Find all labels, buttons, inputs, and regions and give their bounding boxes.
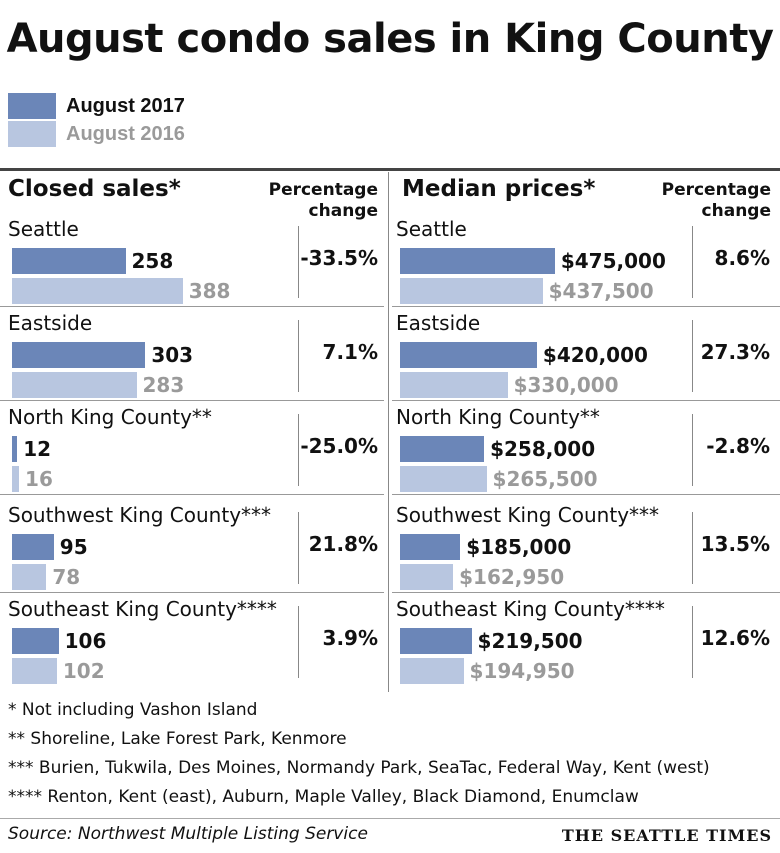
bottom-divider [0,818,780,819]
median-prices-pct-change: 13.5% [700,532,770,556]
closed-sales-row-separator [298,320,299,392]
closed-sales-bar-2017 [12,342,146,368]
closed-sales-row-divider [0,592,384,593]
closed-sales-header: Closed sales* [8,176,181,202]
footnote-1: * Not including Vashon Island [8,700,258,720]
closed-sales-bar-2017 [12,436,18,462]
median-prices-bar-2016 [400,372,508,398]
closed-sales-value-2017: 303 [151,343,194,367]
closed-sales-pct-change: -33.5% [300,246,378,270]
median-prices-bar-2016 [400,658,464,684]
median-prices-bar-2017 [400,534,461,560]
closed-sales-row-divider [0,306,384,307]
median-prices-region-seattle: Seattle [396,217,467,241]
closed-sales-bar-2016 [12,658,57,684]
median-prices-pct-change: 12.6% [700,626,770,650]
median-prices-pct-change: 8.6% [714,246,770,270]
closed-sales-region-eastside: Eastside [8,311,93,335]
closed-sales-row-separator [298,512,299,584]
median-prices-pct-change: -2.8% [706,434,770,458]
closed-sales-value-2017: 258 [131,249,174,273]
median-prices-pct-header: Percentage change [661,180,771,221]
median-prices-bar-2017 [400,248,555,274]
source-note: Source: Northwest Multiple Listing Servi… [8,824,368,844]
median-prices-header: Median prices* [402,176,596,202]
median-prices-value-2017: $475,000 [560,249,666,273]
closed-sales-region-southeast-king-county: Southeast King County**** [8,597,277,621]
footnote-4: **** Renton, Kent (east), Auburn, Maple … [8,787,639,807]
closed-sales-region-north-king-county: North King County** [8,405,212,429]
closed-sales-bar-2016 [12,372,137,398]
legend-label-2016: August 2016 [66,122,185,145]
footnote-3: *** Burien, Tukwila, Des Moines, Normand… [8,758,710,778]
median-prices-row-divider [392,592,780,593]
closed-sales-region-southwest-king-county: Southwest King County*** [8,503,272,527]
closed-sales-value-2016: 283 [142,373,185,397]
closed-sales-value-2017: 106 [64,629,107,653]
median-prices-value-2016: $330,000 [513,373,619,397]
median-prices-value-2016: $437,500 [548,279,654,303]
median-prices-row-separator [692,320,693,392]
median-prices-row-separator [692,226,693,298]
closed-sales-value-2017: 95 [59,535,88,559]
closed-sales-bar-2016 [12,466,20,492]
median-prices-value-2017: $258,000 [490,437,596,461]
median-prices-row-divider [392,494,780,495]
closed-sales-row-divider [0,494,384,495]
median-prices-pct-change: 27.3% [700,340,770,364]
median-prices-value-2016: $162,950 [459,565,565,589]
median-prices-value-2017: $219,500 [477,629,583,653]
top-divider [0,168,780,171]
median-prices-row-separator [692,512,693,584]
closed-sales-value-2017: 12 [23,437,52,461]
closed-sales-pct-change: -25.0% [300,434,378,458]
closed-sales-row-separator [298,606,299,678]
closed-sales-region-seattle: Seattle [8,217,79,241]
closed-sales-pct-change: 7.1% [322,340,378,364]
median-prices-bar-2016 [400,278,543,304]
chart-title: August condo sales in King County [6,16,774,62]
median-prices-region-southeast-king-county: Southeast King County**** [396,597,665,621]
legend-label-2017: August 2017 [66,94,185,117]
closed-sales-row-divider [0,400,384,401]
closed-sales-bar-2016 [12,564,47,590]
footnote-2: ** Shoreline, Lake Forest Park, Kenmore [8,729,347,749]
median-prices-region-north-king-county: North King County** [396,405,600,429]
median-prices-bar-2017 [400,436,485,462]
closed-sales-value-2016: 78 [52,565,81,589]
closed-sales-bar-2016 [12,278,183,304]
median-prices-bar-2016 [400,466,487,492]
legend-item-2016: August 2016 [8,120,185,148]
median-prices-value-2017: $420,000 [542,343,648,367]
legend-swatch-2016 [8,121,56,147]
median-prices-row-separator [692,414,693,486]
legend-item-2017: August 2017 [8,92,185,120]
closed-sales-bar-2017 [12,248,126,274]
median-prices-row-divider [392,400,780,401]
median-prices-row-divider [392,306,780,307]
median-prices-bar-2017 [400,628,472,654]
median-prices-bar-2016 [400,564,454,590]
closed-sales-value-2016: 388 [188,279,231,303]
closed-sales-row-separator [298,226,299,298]
median-prices-value-2017: $185,000 [466,535,572,559]
median-prices-region-southwest-king-county: Southwest King County*** [396,503,660,527]
legend-swatch-2017 [8,93,56,119]
closed-sales-value-2016: 16 [25,467,53,491]
closed-sales-pct-header: Percentage change [268,180,378,221]
closed-sales-pct-change: 21.8% [308,532,378,556]
closed-sales-row-separator [298,414,299,486]
median-prices-value-2016: $265,500 [492,467,598,491]
closed-sales-bar-2017 [12,534,54,560]
column-divider [388,172,389,692]
median-prices-bar-2017 [400,342,537,368]
closed-sales-bar-2017 [12,628,59,654]
closed-sales-pct-change: 3.9% [322,626,378,650]
closed-sales-value-2016: 102 [62,659,105,683]
median-prices-region-eastside: Eastside [396,311,481,335]
median-prices-value-2016: $194,950 [469,659,575,683]
publisher-logo: THE SEATTLE TIMES [561,826,772,845]
median-prices-row-separator [692,606,693,678]
